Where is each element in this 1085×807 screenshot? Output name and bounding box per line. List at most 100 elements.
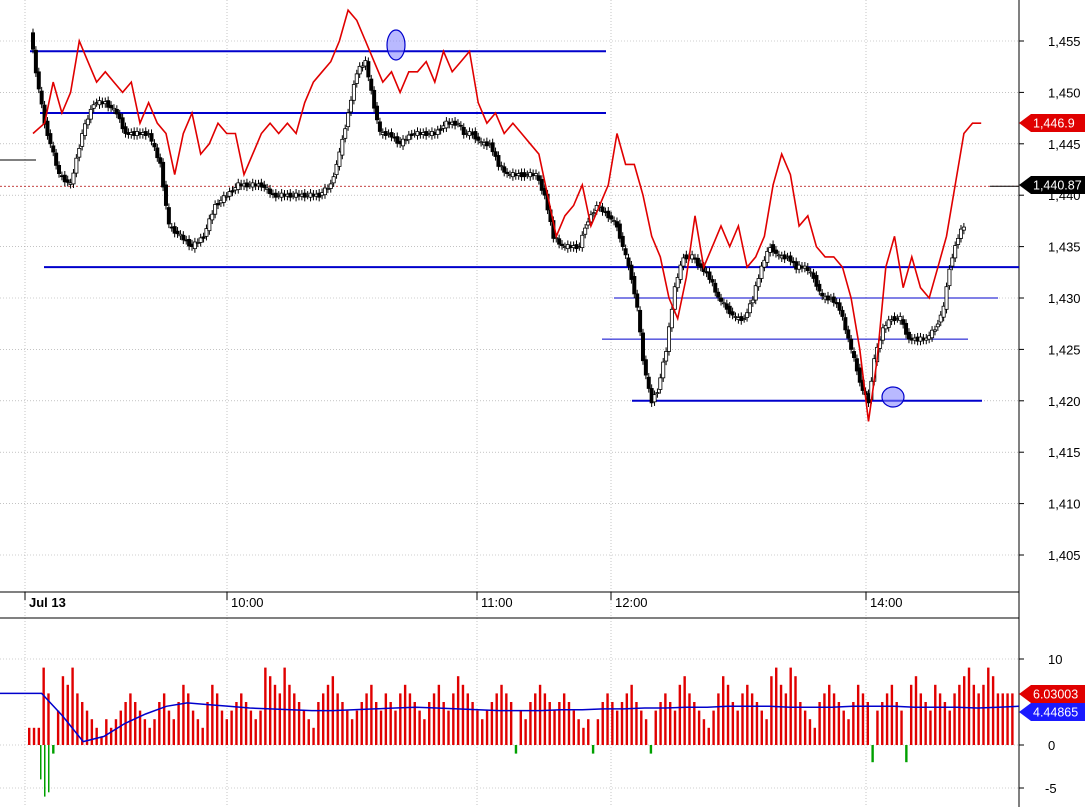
candle-body [166, 207, 171, 225]
candle-body [730, 311, 735, 316]
candle-body [106, 100, 111, 108]
volume-bar [37, 727, 41, 745]
volume-bar [808, 719, 812, 745]
volume-bar [452, 693, 455, 745]
volume-bar [447, 710, 450, 745]
volume-bar [52, 745, 55, 754]
candle-body [207, 218, 212, 232]
volume-bar [553, 710, 556, 745]
volume-bar [211, 684, 214, 745]
volume-bar [909, 684, 913, 745]
candle-body [646, 376, 651, 389]
volume-bar [534, 693, 537, 745]
candle-body [328, 183, 333, 189]
volume-bar [225, 719, 229, 745]
candle-body [713, 282, 718, 293]
candle-body [698, 263, 703, 268]
volume-bar [991, 676, 995, 745]
average-line [0, 692, 1020, 743]
candle-body [710, 279, 715, 283]
candle-body [401, 138, 406, 147]
last-price-badge-text: 1,440.87 [1033, 179, 1082, 193]
candle-body [695, 257, 700, 267]
candle-body [375, 105, 380, 121]
volume-bar [288, 684, 291, 745]
candle-body [935, 323, 940, 328]
candle-body [403, 139, 408, 142]
candle-body [669, 308, 674, 329]
volume-bar [505, 693, 508, 745]
volume-bar [871, 745, 874, 763]
volume-bar [707, 727, 710, 745]
candle-body [80, 133, 85, 147]
volume-bar [76, 693, 79, 745]
volume-bar [962, 676, 966, 745]
candle-body [45, 120, 50, 136]
volume-bar [587, 719, 590, 745]
candle-body [880, 327, 885, 341]
candle-body [742, 318, 747, 320]
candlesticks [30, 28, 966, 407]
candle-body [389, 132, 394, 138]
candle-body [776, 254, 781, 257]
volume-bar [982, 684, 985, 745]
candle-body [831, 296, 836, 303]
candle-body [435, 129, 440, 135]
candle-body [721, 302, 726, 305]
candle-body [48, 133, 53, 145]
volume-bar [81, 702, 84, 745]
candle-body [534, 173, 539, 177]
volume-value-badge: 6.03003 [1019, 685, 1085, 703]
volume-bar [413, 702, 416, 745]
volume-bar [794, 676, 797, 745]
volume-bar [948, 710, 951, 745]
volume-bar [847, 719, 850, 745]
candle-body [930, 329, 935, 339]
candle-body [956, 237, 961, 245]
volume-bar [220, 710, 224, 745]
volume-bar [953, 693, 956, 745]
candle-body [678, 264, 683, 280]
volume-bar [355, 710, 359, 745]
volume-bar [85, 710, 89, 745]
candle-body [539, 179, 544, 191]
candle-body [557, 238, 562, 245]
candle-body [846, 329, 851, 339]
candle-body [85, 118, 90, 126]
candle-body [337, 151, 342, 167]
volume-bar [750, 693, 754, 745]
candle-body [395, 136, 400, 144]
volume-bar [158, 702, 161, 745]
volume-bar [529, 702, 532, 745]
overlay-line [32, 8, 982, 422]
volume-bar [606, 693, 609, 745]
candle-body [496, 155, 501, 167]
volume-bar [625, 693, 629, 745]
volume-bar [938, 693, 942, 745]
candle-body [499, 165, 504, 168]
candle-body [672, 286, 677, 310]
candle-body [221, 195, 226, 203]
candle-body [65, 179, 70, 183]
volume-bar [558, 702, 561, 745]
candle-body [216, 203, 221, 206]
volume-bar [105, 719, 108, 745]
candle-body [747, 303, 752, 314]
volume-bar [321, 693, 325, 745]
volume-bar [375, 702, 378, 745]
volume-bar [495, 693, 498, 745]
candle-body [322, 187, 327, 196]
candle-body [814, 274, 819, 287]
volume-bar [466, 693, 469, 745]
volume-bar [201, 727, 204, 745]
volume-bar [423, 719, 426, 745]
volume-bar [524, 719, 527, 745]
volume-bar [548, 702, 551, 745]
volume-bar [958, 684, 961, 745]
candle-body [158, 157, 163, 164]
volume-bar [66, 684, 69, 745]
volume-bar [394, 710, 397, 745]
volume-bar [832, 693, 836, 745]
